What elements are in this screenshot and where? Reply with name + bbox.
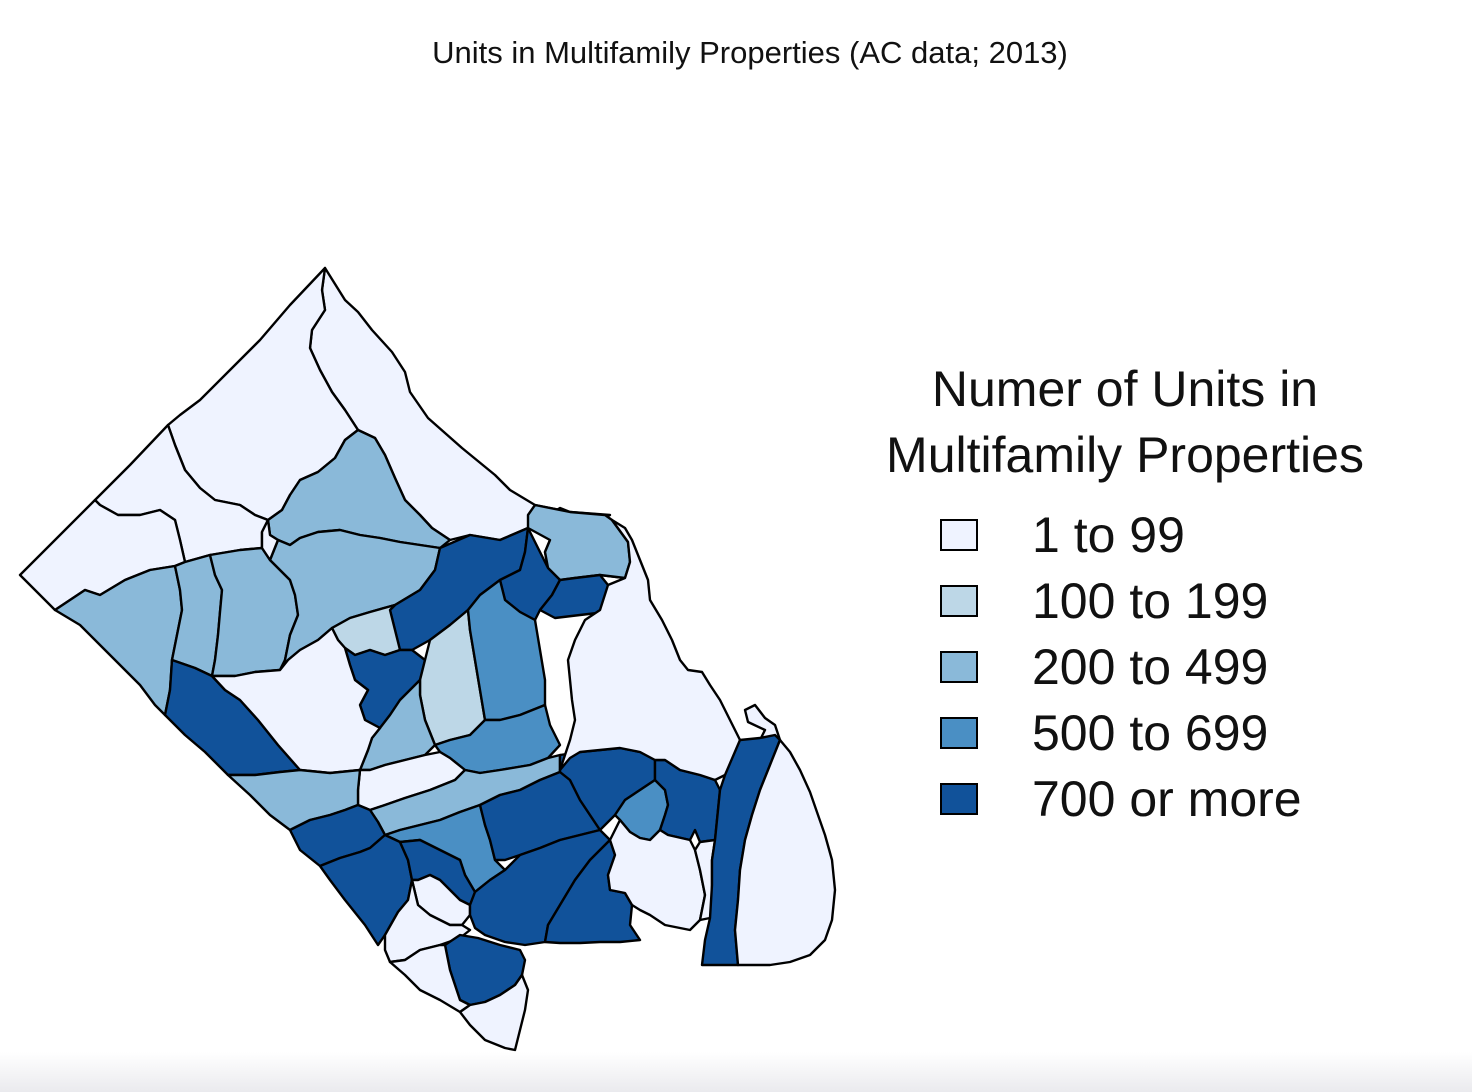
legend-title: Numer of Units in Multifamily Properties: [840, 356, 1410, 488]
legend-swatch: [940, 717, 978, 749]
legend-swatch: [940, 783, 978, 815]
legend-item: 700 or more: [940, 766, 1410, 832]
map-title: Units in Multifamily Properties (AC data…: [432, 35, 1068, 70]
legend-title-line1: Numer of Units in: [931, 361, 1319, 417]
region-south-light: [210, 626, 382, 775]
legend-label: 700 or more: [1032, 771, 1302, 827]
legend-swatch: [940, 519, 978, 551]
legend-label: 200 to 499: [1032, 639, 1269, 695]
region-south-tip-white: [388, 943, 472, 1014]
region-south-tip-light: [458, 973, 530, 1052]
legend-item: 1 to 99: [940, 502, 1410, 568]
map-legend: Numer of Units in Multifamily Properties…: [840, 356, 1410, 832]
region-notch: [260, 518, 280, 562]
legend-label: 1 to 99: [1032, 507, 1185, 563]
choropleth-map: [18, 266, 837, 1052]
region-east-light: [733, 738, 837, 967]
legend-item: 100 to 199: [940, 568, 1410, 634]
legend-label: 100 to 199: [1032, 573, 1269, 629]
legend-item: 200 to 499: [940, 634, 1410, 700]
legend-swatch: [940, 585, 978, 617]
bottom-shadow: [0, 1052, 1472, 1092]
legend-swatch: [940, 651, 978, 683]
legend-list: 1 to 99 100 to 199 200 to 499 500 to 699…: [940, 502, 1410, 832]
legend-label: 500 to 699: [1032, 705, 1269, 761]
legend-item: 500 to 699: [940, 700, 1410, 766]
legend-title-line2: Multifamily Properties: [886, 427, 1364, 483]
